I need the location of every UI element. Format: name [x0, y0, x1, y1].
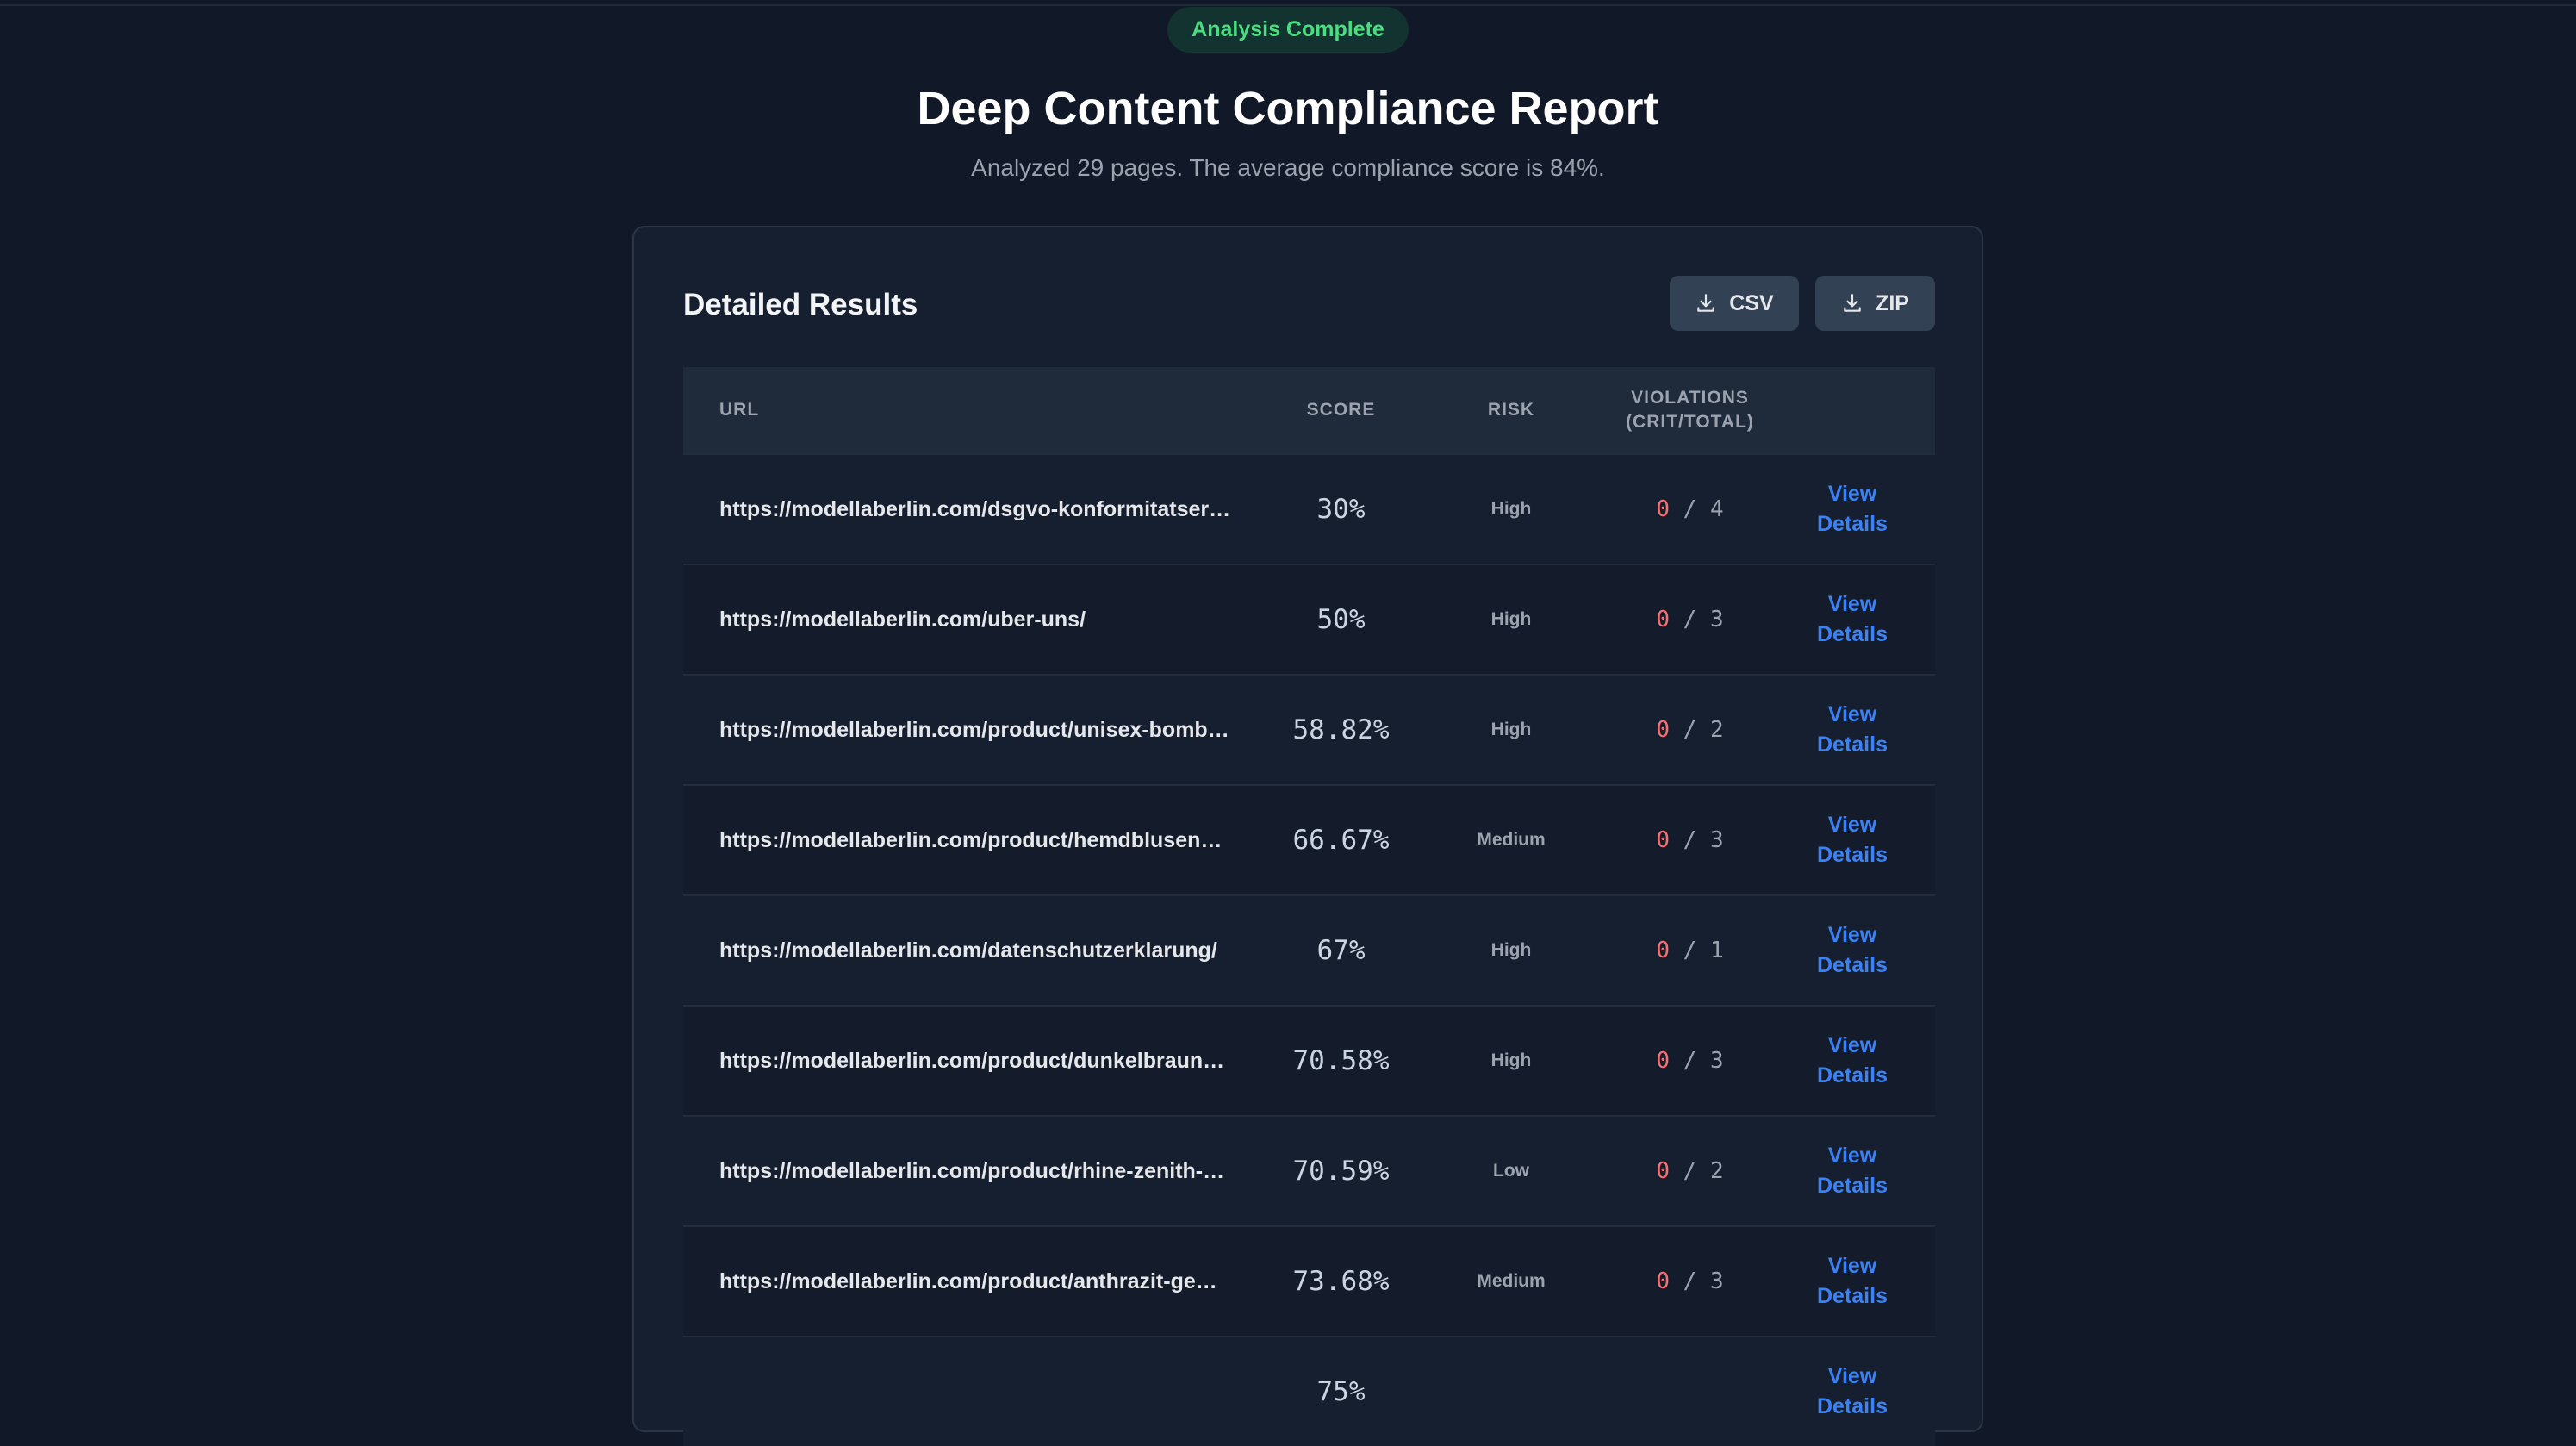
row-total-count: 4 [1709, 496, 1724, 522]
violations-separator: / [1670, 607, 1710, 633]
table-row: https://modellaberlin.com/datenschutzerk… [683, 894, 1935, 1005]
row-score: 73.68% [1292, 1266, 1390, 1297]
row-url[interactable]: https://modellaberlin.com/product/anthra… [719, 1268, 1217, 1293]
view-details-link[interactable]: View Details [1817, 1033, 1888, 1088]
zip-label: ZIP [1876, 290, 1909, 315]
row-score: 66.67% [1292, 825, 1390, 856]
row-violations: 0 / 3 [1656, 1048, 1723, 1074]
table-row: https://modellaberlin.com/product/unisex… [683, 674, 1935, 784]
row-score: 58.82% [1292, 714, 1390, 745]
row-score: 70.58% [1292, 1045, 1390, 1076]
row-critical-count: 0 [1656, 1158, 1671, 1184]
violations-header-line1: VIOLATIONS [1631, 388, 1749, 408]
table-row: https://modellaberlin.com/product/hemdbl… [683, 784, 1935, 894]
row-url[interactable]: https://modellaberlin.com/datenschutzerk… [719, 938, 1217, 963]
row-violations: 0 / 3 [1656, 607, 1723, 633]
column-header-violations: VIOLATIONS (CRIT/TOTAL) [1610, 386, 1770, 434]
row-total-count: 3 [1709, 827, 1724, 853]
table-header: URL SCORE RISK VIOLATIONS (CRIT/TOTAL) [683, 367, 1935, 453]
row-violations: 0 / 3 [1656, 1268, 1723, 1294]
row-score: 67% [1316, 935, 1366, 966]
view-details-link[interactable]: View Details [1817, 592, 1888, 646]
row-total-count: 2 [1709, 1158, 1724, 1184]
row-critical-count: 0 [1656, 717, 1671, 743]
view-details-link[interactable]: View Details [1817, 813, 1888, 867]
row-url[interactable]: https://modellaberlin.com/product/unisex… [719, 717, 1229, 742]
column-header-risk: RISK [1487, 400, 1535, 420]
row-total-count: 3 [1709, 1048, 1724, 1074]
view-details-link[interactable]: View Details [1817, 702, 1888, 757]
table-row: https://modellaberlin.com/product/anthra… [683, 1225, 1935, 1336]
row-critical-count: 0 [1656, 607, 1671, 633]
row-url[interactable]: https://modellaberlin.com/product/dunkel… [719, 1048, 1225, 1073]
csv-label: CSV [1729, 290, 1774, 315]
results-table: URL SCORE RISK VIOLATIONS (CRIT/TOTAL) h… [683, 367, 1935, 1446]
row-critical-count: 0 [1656, 1268, 1671, 1294]
column-header-url: URL [719, 400, 760, 420]
view-details-link[interactable]: View Details [1817, 1254, 1888, 1308]
table-body: https://modellaberlin.com/dsgvo-konformi… [683, 453, 1935, 1446]
row-score: 30% [1316, 494, 1366, 525]
page-title: Deep Content Compliance Report [917, 83, 1659, 134]
top-divider [0, 0, 2576, 6]
row-critical-count: 0 [1656, 827, 1671, 853]
card-title: Detailed Results [683, 288, 918, 321]
view-details-link[interactable]: View Details [1817, 1364, 1888, 1418]
row-risk: High [1490, 1050, 1532, 1070]
download-zip-button[interactable]: ZIP [1815, 276, 1935, 331]
row-total-count: 2 [1709, 717, 1724, 743]
row-risk: High [1490, 609, 1532, 629]
report-header: Analysis Complete Deep Content Complianc… [0, 7, 2576, 182]
table-row: https://modellaberlin.com/product/rhine-… [683, 1115, 1935, 1225]
row-risk: High [1490, 499, 1532, 519]
table-row: https://modellaberlin.com/uber-uns/ 50% … [683, 564, 1935, 674]
row-risk: Low [1493, 1161, 1529, 1181]
view-details-link[interactable]: View Details [1817, 1144, 1888, 1198]
violations-separator: / [1670, 1158, 1710, 1184]
row-total-count: 3 [1709, 607, 1724, 633]
violations-header-line2: (CRIT/TOTAL) [1626, 412, 1754, 432]
violations-separator: / [1670, 1048, 1710, 1074]
status-badge: Analysis Complete [1167, 7, 1409, 53]
row-risk: High [1490, 720, 1532, 739]
row-critical-count: 0 [1656, 496, 1671, 522]
row-url[interactable]: https://modellaberlin.com/product/hemdbl… [719, 827, 1223, 852]
row-violations: 0 / 3 [1656, 827, 1723, 853]
row-violations: 0 / 2 [1656, 1158, 1723, 1184]
row-url[interactable]: https://modellaberlin.com/dsgvo-konformi… [719, 496, 1231, 521]
table-row: 75% View Details [683, 1336, 1935, 1446]
page-subtitle: Analyzed 29 pages. The average complianc… [971, 154, 1605, 181]
results-card: Detailed Results CSV ZIP URL SCORE RISK … [632, 226, 1983, 1446]
row-critical-count: 0 [1656, 938, 1671, 963]
row-risk: High [1490, 940, 1532, 960]
violations-separator: / [1670, 496, 1710, 522]
violations-separator: / [1670, 827, 1710, 853]
row-risk: Medium [1477, 830, 1546, 850]
violations-separator: / [1670, 717, 1710, 743]
row-url[interactable]: https://modellaberlin.com/product/rhine-… [719, 1158, 1225, 1183]
row-violations: 0 / 1 [1656, 938, 1723, 963]
row-score: 70.59% [1292, 1156, 1390, 1187]
row-violations: 0 / 4 [1656, 496, 1723, 522]
violations-separator: / [1670, 1268, 1710, 1294]
row-score: 75% [1316, 1376, 1366, 1407]
download-icon [1844, 294, 1861, 312]
row-risk: Medium [1477, 1271, 1546, 1291]
download-csv-button[interactable]: CSV [1670, 276, 1799, 331]
row-score: 50% [1316, 604, 1366, 635]
row-url[interactable]: https://modellaberlin.com/uber-uns/ [719, 607, 1086, 632]
row-critical-count: 0 [1656, 1048, 1671, 1074]
table-row: https://modellaberlin.com/dsgvo-konformi… [683, 453, 1935, 564]
row-total-count: 3 [1709, 1268, 1724, 1294]
column-header-score: SCORE [1306, 400, 1376, 420]
table-row: https://modellaberlin.com/product/dunkel… [683, 1005, 1935, 1115]
view-details-link[interactable]: View Details [1817, 923, 1888, 977]
row-violations: 0 / 2 [1656, 717, 1723, 743]
view-details-link[interactable]: View Details [1817, 482, 1888, 536]
row-total-count: 1 [1709, 938, 1724, 963]
download-icon [1697, 294, 1715, 312]
violations-separator: / [1670, 938, 1710, 963]
